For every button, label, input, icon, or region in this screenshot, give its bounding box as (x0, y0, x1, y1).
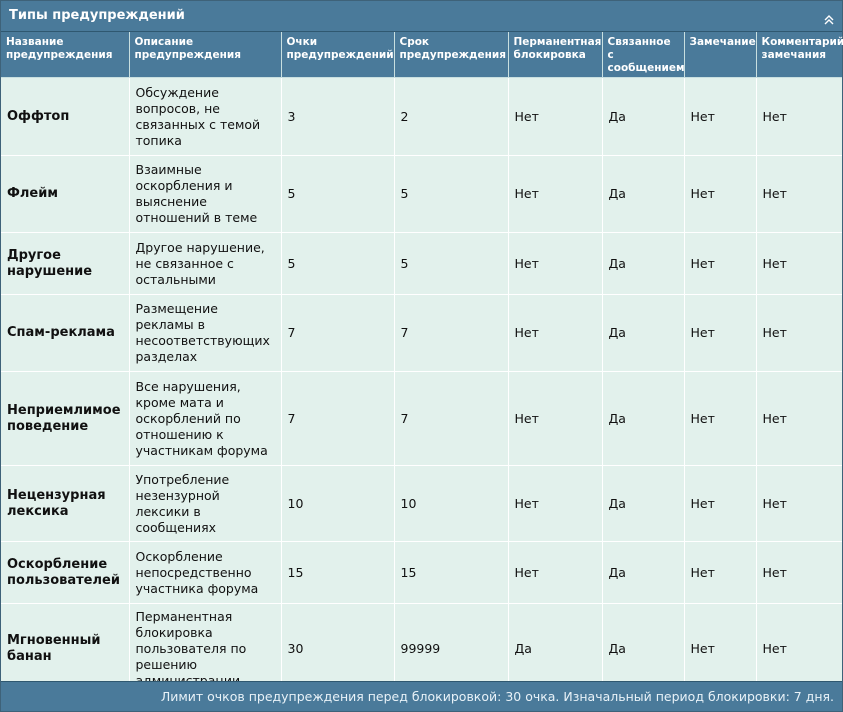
permanent-ban-cell: Нет (508, 155, 603, 233)
warning-duration-cell: 7 (394, 294, 509, 372)
warning-name-cell: Мгновенный банан (1, 603, 130, 695)
notice-comment-cell: Нет (756, 155, 842, 233)
notice-comment-cell: Нет (756, 77, 842, 156)
warning-description-cell: Другое нарушение, не связанное с остальн… (129, 232, 282, 295)
panel-header: Типы предупреждений (1, 1, 842, 32)
warning-description-cell: Все нарушения, кроме мата и оскорблений … (129, 371, 282, 466)
warning-duration-cell: 7 (394, 371, 509, 466)
footer-status: Лимит очков предупреждения перед блокиро… (1, 681, 842, 711)
post-related-cell: Да (602, 541, 685, 604)
table-row: Неприемлимое поведение Все нарушения, кро… (1, 371, 842, 466)
notice-cell: Нет (684, 232, 757, 295)
footer-text: Лимит очков предупреждения перед блокиро… (160, 689, 834, 704)
permanent-ban-cell: Нет (508, 294, 603, 372)
column-header[interactable]: Связанное с сообщением (602, 32, 685, 78)
warning-points-cell: 7 (281, 294, 395, 372)
post-related-cell: Да (602, 371, 685, 466)
warning-description-cell: Оскорбление непосредственно участника фо… (129, 541, 282, 604)
permanent-ban-cell: Нет (508, 541, 603, 604)
warning-name-cell: Неприемлимое поведение (1, 371, 130, 466)
table-row: Флейм Взаимные оскорбления и выяснение от… (1, 155, 842, 233)
notice-comment-cell: Нет (756, 465, 842, 542)
post-related-cell: Да (602, 465, 685, 542)
notice-cell: Нет (684, 371, 757, 466)
warning-name-cell: Спам-реклама (1, 294, 130, 372)
column-header[interactable]: Очки предупреждений (281, 32, 395, 78)
table-row: Оскорбление пользователей Оскорбление неп… (1, 541, 842, 604)
warning-duration-cell: 99999 (394, 603, 509, 695)
table-row: Мгновенный банан Перманентная блокировка … (1, 603, 842, 695)
column-header[interactable]: Замечание (684, 32, 757, 78)
warning-name-cell: Другое нарушение (1, 232, 130, 295)
warning-description-cell: Обсуждение вопросов, не связанных с темо… (129, 77, 282, 156)
column-header[interactable]: Описание предупреждения (129, 32, 282, 78)
warning-description-cell: Употребление незензурной лексики в сообщ… (129, 465, 282, 542)
warning-description-cell: Взаимные оскорбления и выяснение отношен… (129, 155, 282, 233)
warning-duration-cell: 15 (394, 541, 509, 604)
warning-name-cell: Флейм (1, 155, 130, 233)
panel-title: Типы предупреждений (9, 8, 185, 23)
notice-comment-cell: Нет (756, 603, 842, 695)
table-row: Другое нарушение Другое нарушение, не свя… (1, 232, 842, 295)
notice-comment-cell: Нет (756, 541, 842, 604)
permanent-ban-cell: Нет (508, 232, 603, 295)
table-row: Оффтоп Обсуждение вопросов, не связанных … (1, 77, 842, 156)
permanent-ban-cell: Нет (508, 371, 603, 466)
warning-points-cell: 15 (281, 541, 395, 604)
notice-cell: Нет (684, 541, 757, 604)
column-header[interactable]: Название предупреждения (1, 32, 130, 78)
notice-comment-cell: Нет (756, 232, 842, 295)
warning-points-cell: 7 (281, 371, 395, 466)
double-chevron-up-icon[interactable] (822, 9, 836, 25)
post-related-cell: Да (602, 77, 685, 156)
warning-name-cell: Оффтоп (1, 77, 130, 156)
permanent-ban-cell: Нет (508, 465, 603, 542)
warning-points-cell: 5 (281, 155, 395, 233)
notice-cell: Нет (684, 294, 757, 372)
permanent-ban-cell: Да (508, 603, 603, 695)
notice-cell: Нет (684, 603, 757, 695)
permanent-ban-cell: Нет (508, 77, 603, 156)
warning-duration-cell: 2 (394, 77, 509, 156)
warning-points-cell: 5 (281, 232, 395, 295)
column-header[interactable]: Перманентная блокировка (508, 32, 603, 78)
warning-points-cell: 10 (281, 465, 395, 542)
post-related-cell: Да (602, 294, 685, 372)
column-header[interactable]: Комментарий замечания (756, 32, 843, 78)
warning-duration-cell: 5 (394, 155, 509, 233)
notice-comment-cell: Нет (756, 371, 842, 466)
notice-comment-cell: Нет (756, 294, 842, 372)
table-row: Спам-реклама Размещение рекламы в несоотв… (1, 294, 842, 372)
post-related-cell: Да (602, 232, 685, 295)
post-related-cell: Да (602, 155, 685, 233)
warning-points-cell: 30 (281, 603, 395, 695)
notice-cell: Нет (684, 155, 757, 233)
notice-cell: Нет (684, 465, 757, 542)
warning-name-cell: Нецензурная лексика (1, 465, 130, 542)
column-header[interactable]: Срок предупреждения (394, 32, 509, 78)
notice-cell: Нет (684, 77, 757, 156)
post-related-cell: Да (602, 603, 685, 695)
warning-types-table: Название предупреждения Описание предупр… (1, 32, 843, 695)
warning-duration-cell: 10 (394, 465, 509, 542)
warning-points-cell: 3 (281, 77, 395, 156)
warning-duration-cell: 5 (394, 232, 509, 295)
warning-description-cell: Размещение рекламы в несоответствующих р… (129, 294, 282, 372)
table-header-row: Название предупреждения Описание предупр… (1, 32, 843, 78)
table-row: Нецензурная лексика Употребление незензур… (1, 465, 842, 542)
warning-name-cell: Оскорбление пользователей (1, 541, 130, 604)
